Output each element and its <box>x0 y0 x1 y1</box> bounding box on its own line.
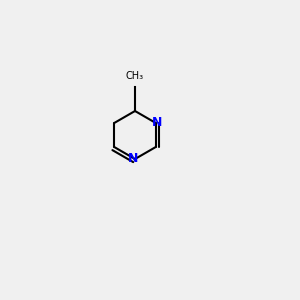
Text: CH₃: CH₃ <box>126 71 144 81</box>
Text: N: N <box>128 152 139 166</box>
Text: N: N <box>152 116 163 130</box>
